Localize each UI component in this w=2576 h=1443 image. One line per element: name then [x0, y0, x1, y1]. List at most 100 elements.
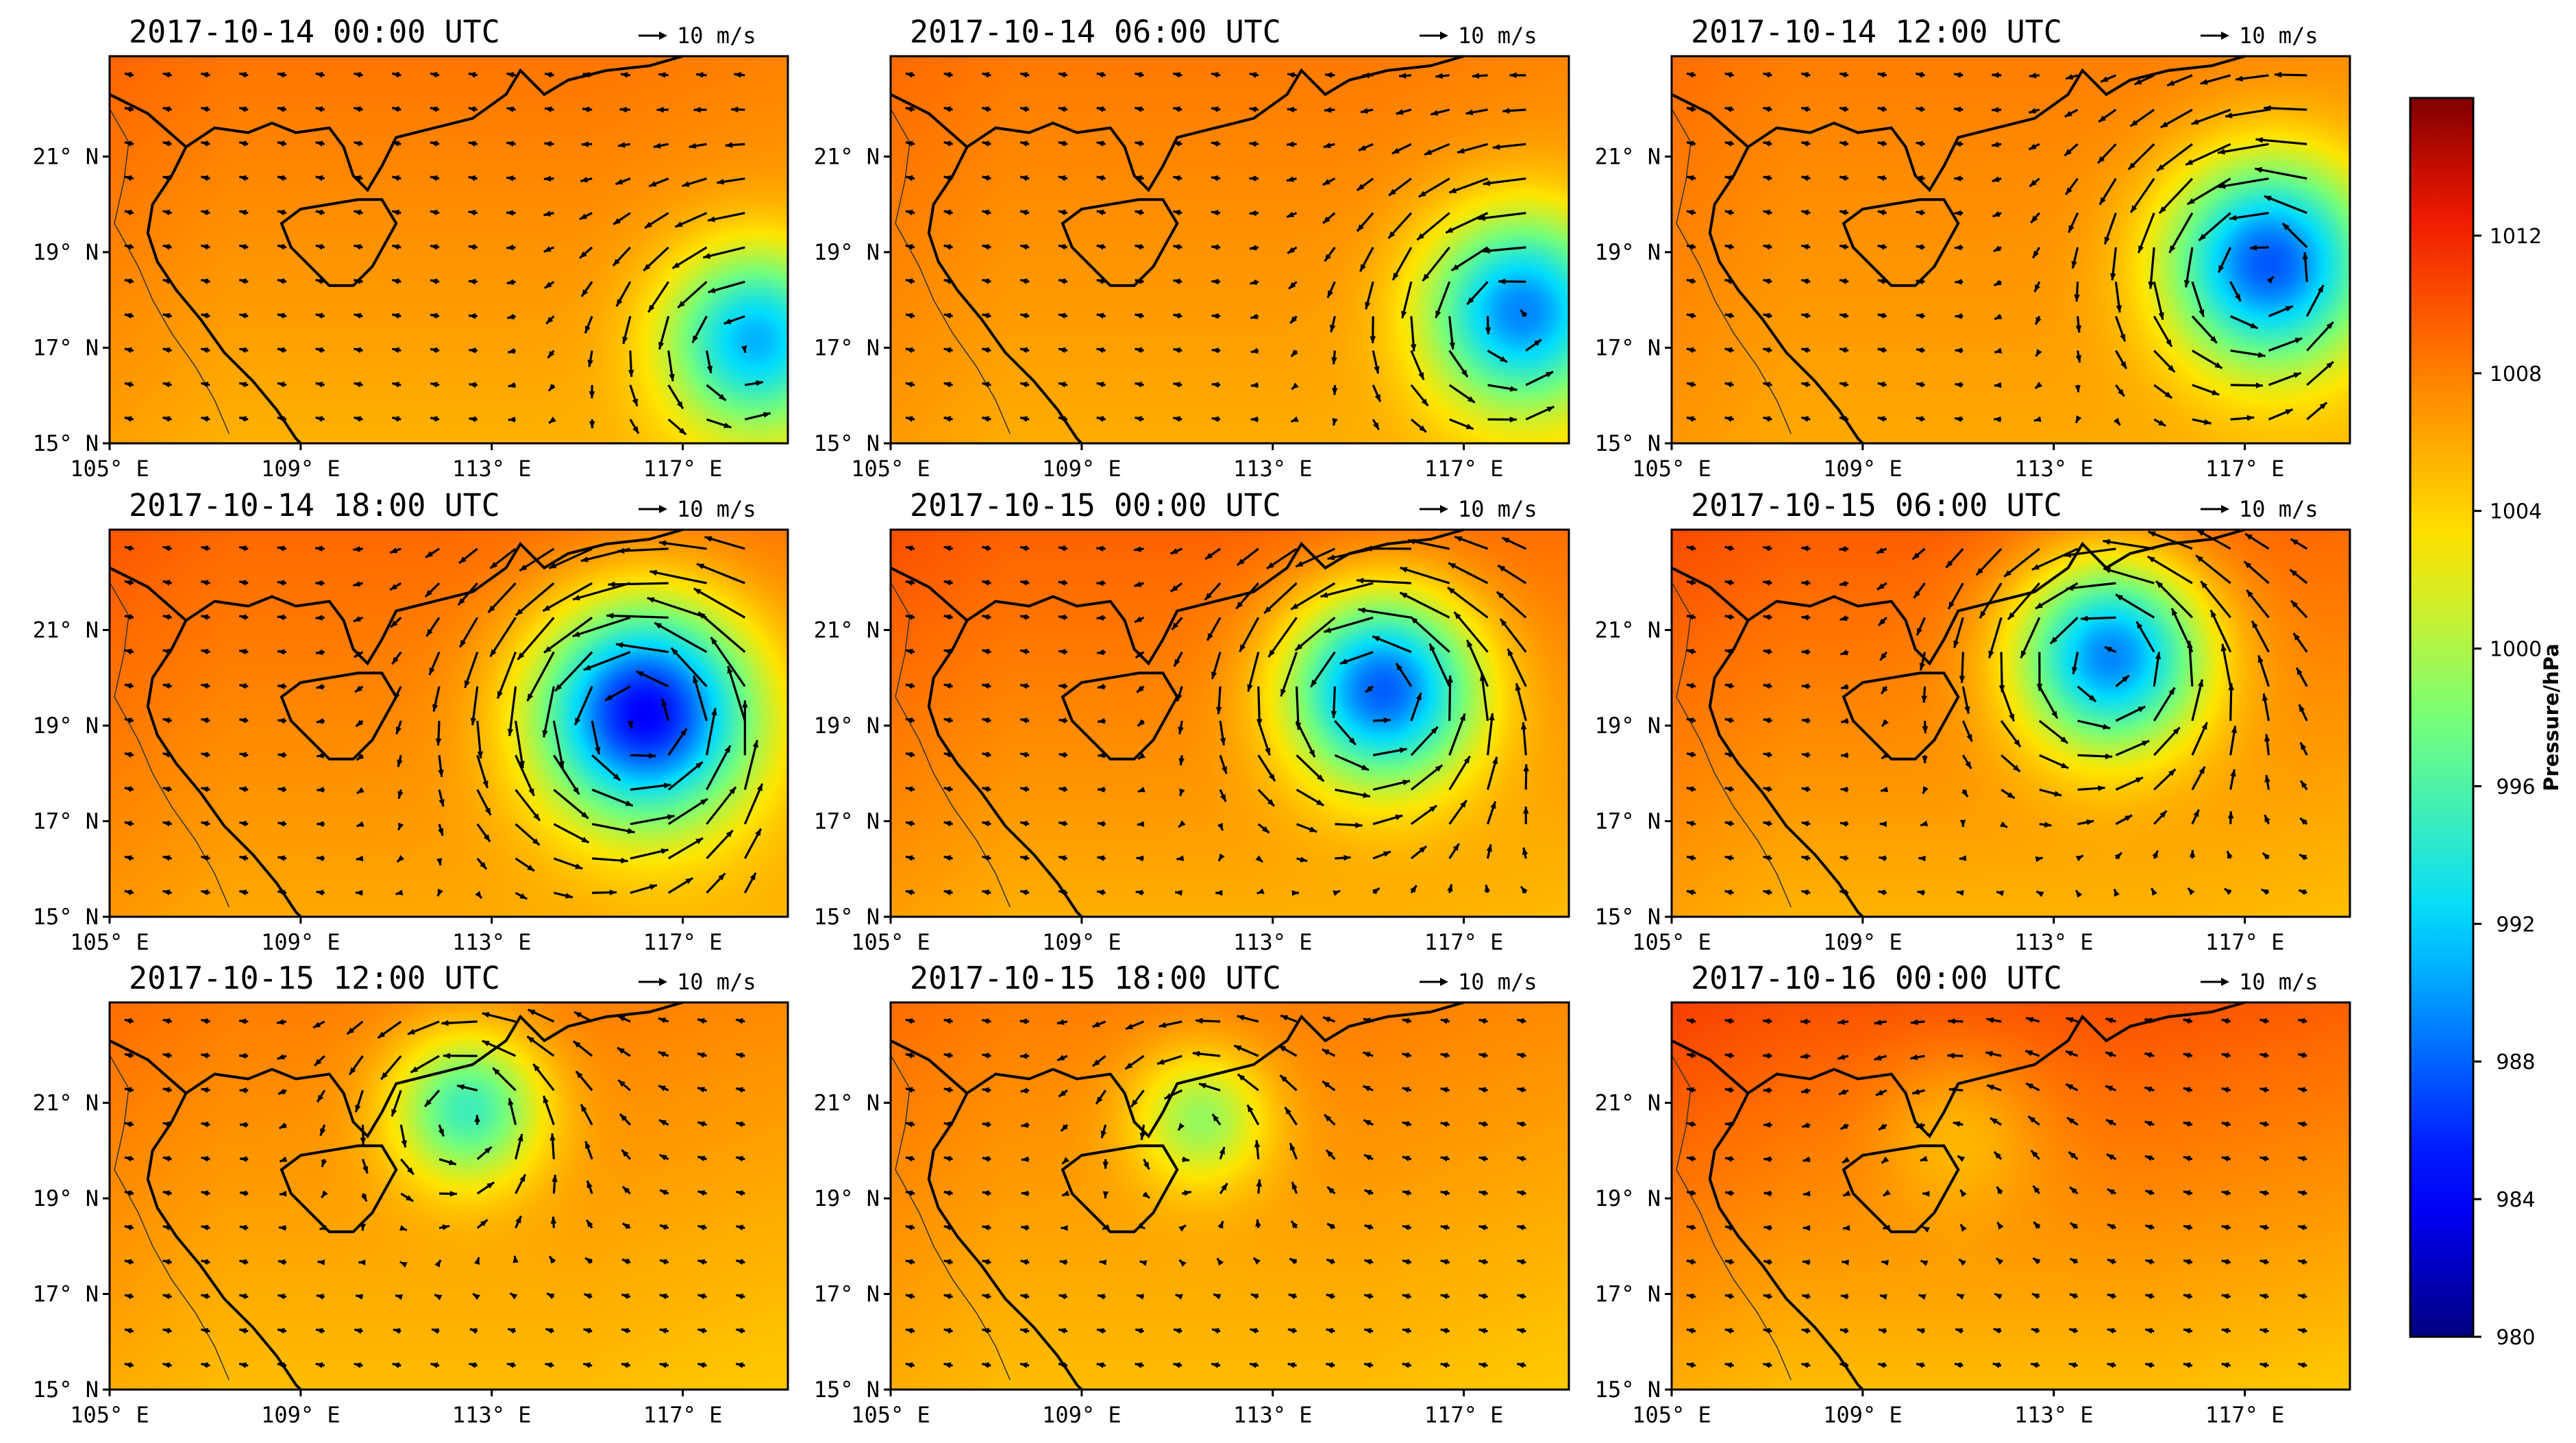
wind-arrowhead — [1724, 210, 1733, 216]
reference-arrowhead — [2221, 505, 2229, 513]
wind-arrowhead — [391, 1109, 397, 1117]
wind-arrowhead — [1137, 821, 1145, 827]
wind-arrowhead — [1922, 726, 1929, 734]
wind-arrowhead — [2221, 1328, 2229, 1334]
wind-arrowhead — [645, 221, 652, 228]
wind-arrowhead — [1326, 1328, 1334, 1334]
wind-arrowhead — [1363, 1018, 1371, 1024]
wind-arrowhead — [1287, 212, 1295, 217]
wind-arrowhead — [943, 1052, 952, 1059]
hainan-island — [1842, 198, 1960, 287]
wind-arrowhead — [1410, 885, 1417, 893]
wind-arrowhead — [1324, 627, 1332, 633]
wind-arrowhead — [1234, 1046, 1242, 1051]
wind-arrowhead — [438, 799, 445, 807]
wind-arrowhead — [1914, 591, 1921, 598]
wind-arrowhead — [2250, 245, 2257, 251]
wind-arrowhead — [617, 547, 625, 554]
wind-arrow — [1428, 643, 1451, 687]
wind-arrowhead — [1020, 683, 1028, 689]
wind-arrow — [1357, 579, 1411, 584]
wind-arrowhead — [1763, 1190, 1771, 1197]
wind-arrowhead — [1911, 1019, 1918, 1026]
x-tick-label: 113° E — [1233, 456, 1313, 482]
wind-arrowhead — [1987, 1085, 1994, 1091]
wind-arrowhead — [1801, 889, 1809, 896]
wind-arrowhead — [1440, 1328, 1448, 1334]
hainan-island — [1842, 1144, 1960, 1233]
wind-arrowhead — [201, 1259, 209, 1266]
wind-arrowhead — [905, 683, 913, 689]
wind-arrowhead — [982, 175, 990, 182]
wind-arrowhead — [1134, 581, 1142, 587]
wind-arrowhead — [317, 752, 324, 758]
wind-arrowhead — [698, 612, 706, 619]
wind-arrowhead — [632, 398, 638, 406]
wind-arrowhead — [319, 1224, 327, 1231]
wind-arrowhead — [124, 752, 132, 758]
wind-arrowhead — [2250, 323, 2258, 329]
wind-arrowhead — [549, 384, 556, 391]
wind-arrow — [608, 582, 669, 586]
wind-arrowhead — [982, 752, 990, 758]
wind-arrow — [515, 754, 535, 797]
wind-vectors — [124, 1008, 745, 1368]
wind-arrowhead — [124, 347, 132, 354]
wind-arrowhead — [1881, 787, 1888, 793]
wind-arrowhead — [2107, 1328, 2115, 1334]
colorbar-tick-label: 1012 — [2490, 225, 2542, 249]
wind-arrowhead — [648, 304, 655, 312]
wind-arrowhead — [1135, 278, 1143, 284]
wind-arrowhead — [1020, 210, 1028, 216]
y-tick-label: 19° N — [33, 713, 99, 739]
wind-arrowhead — [1460, 800, 1467, 808]
wind-arrowhead — [2142, 741, 2150, 746]
wind-arrowhead — [435, 738, 442, 745]
wind-arrowhead — [239, 752, 247, 758]
wind-arrowhead — [658, 1085, 667, 1092]
wind-arrowhead — [1287, 247, 1296, 254]
wind-arrowhead — [278, 1259, 286, 1266]
wind-arrowhead — [1517, 1121, 1524, 1128]
wind-arrowhead — [1173, 312, 1181, 319]
wind-arrowhead — [1979, 610, 1986, 619]
wind-arrowhead — [2029, 108, 2037, 114]
wind-arrowhead — [2026, 1017, 2034, 1023]
wind-arrowhead — [726, 830, 733, 838]
wind-arrowhead — [1686, 717, 1694, 724]
wind-arrowhead — [239, 889, 247, 896]
wind-arrowhead — [315, 545, 323, 552]
wind-arrowhead — [1998, 685, 2005, 693]
wind-arrowhead — [1877, 347, 1885, 354]
wind-arrowhead — [437, 889, 443, 896]
wind-arrowhead — [2221, 1293, 2229, 1300]
wind-arrowhead — [2066, 584, 2074, 591]
wind-arrowhead — [2075, 855, 2083, 862]
wind-arrowhead — [1178, 1225, 1186, 1232]
wind-arrowhead — [1020, 1087, 1028, 1094]
wind-arrowhead — [1882, 719, 1889, 726]
wind-arrowhead — [982, 382, 990, 388]
wind-vectors — [124, 536, 764, 900]
wind-arrowhead — [506, 106, 515, 112]
wind-arrowhead — [201, 140, 209, 147]
wind-arrowhead — [1877, 210, 1885, 216]
wind-arrowhead — [1916, 106, 1924, 112]
wind-arrowhead — [1447, 675, 1453, 683]
wind-arrowhead — [1879, 1294, 1887, 1300]
wind-arrowhead — [2221, 1121, 2229, 1128]
wind-arrowhead — [1839, 580, 1847, 587]
wind-arrowhead — [354, 347, 362, 354]
wind-arrowhead — [1211, 1328, 1219, 1334]
wind-arrowhead — [1254, 1140, 1261, 1148]
wind-arrowhead — [1410, 344, 1417, 352]
wind-arrow — [2218, 177, 2269, 188]
x-tick-label: 109° E — [1823, 1402, 1903, 1428]
wind-arrowhead — [355, 889, 363, 896]
wind-arrowhead — [162, 683, 171, 689]
wind-arrowhead — [1724, 855, 1733, 861]
wind-arrowhead — [905, 1224, 913, 1231]
wind-arrowhead — [1451, 264, 1459, 271]
wind-arrowhead — [1424, 149, 1433, 155]
wind-arrowhead — [201, 1328, 209, 1334]
